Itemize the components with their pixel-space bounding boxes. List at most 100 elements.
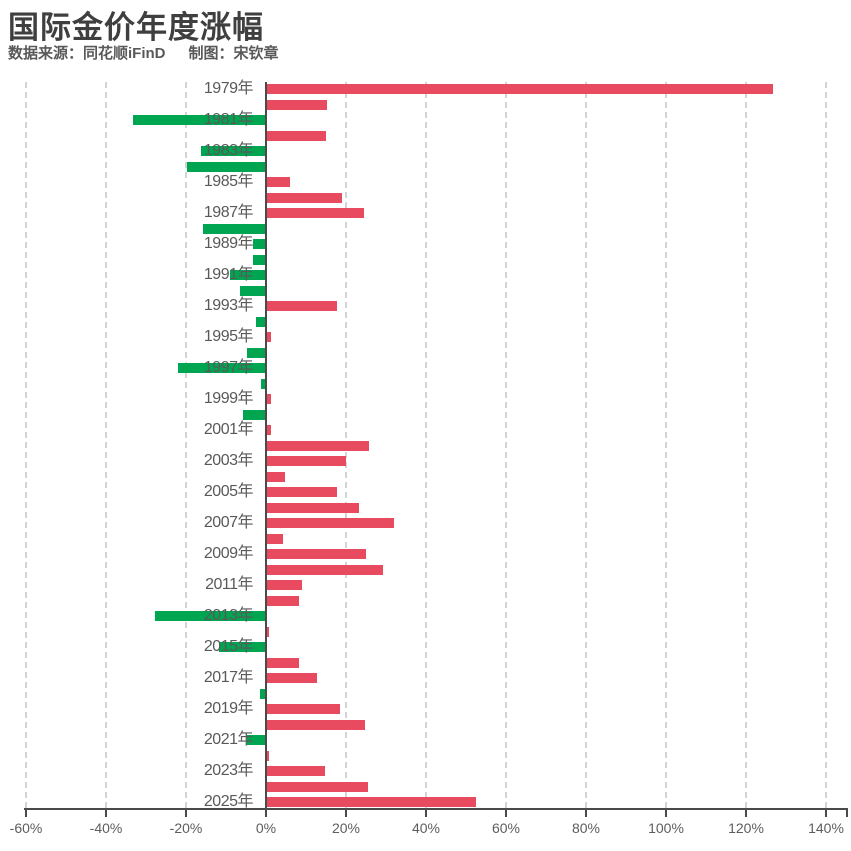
bar-2012 bbox=[267, 596, 299, 606]
bar-1979 bbox=[267, 84, 773, 94]
year-label-1999: 1999年 bbox=[203, 390, 254, 407]
bar-1981 bbox=[133, 115, 265, 125]
bar-2002 bbox=[267, 441, 369, 451]
year-label-2015: 2015年 bbox=[203, 638, 254, 655]
year-label-1995: 1995年 bbox=[203, 328, 254, 345]
bar-2004 bbox=[267, 472, 285, 482]
bar-2025 bbox=[267, 797, 476, 807]
year-label-2009: 2009年 bbox=[203, 545, 254, 562]
year-label-2019: 2019年 bbox=[203, 700, 254, 717]
bar-1994 bbox=[256, 317, 265, 327]
year-label-1983: 1983年 bbox=[203, 142, 254, 159]
year-label-1997: 1997年 bbox=[203, 359, 254, 376]
gridline--40 bbox=[105, 82, 107, 808]
bar-1992 bbox=[240, 286, 265, 296]
year-label-2005: 2005年 bbox=[203, 483, 254, 500]
x-tick-100 bbox=[665, 808, 667, 817]
year-label-2007: 2007年 bbox=[203, 514, 254, 531]
bar-1987 bbox=[267, 208, 364, 218]
x-tick-label-40: 40% bbox=[411, 820, 441, 836]
bar-1986 bbox=[267, 193, 342, 203]
bar-1982 bbox=[267, 131, 326, 141]
x-axis-end-tick bbox=[846, 808, 848, 817]
bar-2021 bbox=[247, 735, 265, 745]
bar-2000 bbox=[243, 410, 265, 420]
gridline-80 bbox=[585, 82, 587, 808]
zero-axis-line bbox=[265, 82, 267, 808]
bar-2006 bbox=[267, 503, 359, 513]
gridline--20 bbox=[185, 82, 187, 808]
year-label-2025: 2025年 bbox=[203, 793, 254, 810]
bar-1989 bbox=[253, 239, 265, 249]
bar-2022 bbox=[267, 751, 269, 761]
bar-2016 bbox=[267, 658, 299, 668]
x-tick-140 bbox=[825, 808, 827, 817]
bar-2010 bbox=[267, 565, 383, 575]
x-tick-120 bbox=[745, 808, 747, 817]
year-label-1985: 1985年 bbox=[203, 173, 254, 190]
bar-2015 bbox=[219, 642, 265, 652]
bar-1998 bbox=[261, 379, 265, 389]
bar-2005 bbox=[267, 487, 337, 497]
year-label-1993: 1993年 bbox=[203, 297, 254, 314]
page-title: 国际金价年度涨幅 bbox=[8, 10, 264, 45]
bar-1996 bbox=[247, 348, 265, 358]
x-axis-line bbox=[24, 808, 848, 810]
bar-1980 bbox=[267, 100, 327, 110]
year-label-2021: 2021年 bbox=[203, 731, 254, 748]
bar-1983 bbox=[201, 146, 265, 156]
bar-2001 bbox=[267, 425, 271, 435]
x-tick--40 bbox=[105, 808, 107, 817]
year-label-2023: 2023年 bbox=[203, 762, 254, 779]
year-label-2001: 2001年 bbox=[203, 421, 254, 438]
x-tick-label--60: -60% bbox=[9, 820, 43, 836]
x-tick-0 bbox=[265, 808, 267, 817]
bar-2023 bbox=[267, 766, 325, 776]
bar-2003 bbox=[267, 456, 346, 466]
gridline-60 bbox=[505, 82, 507, 808]
bar-1985 bbox=[267, 177, 290, 187]
x-tick-80 bbox=[585, 808, 587, 817]
year-label-1991: 1991年 bbox=[203, 266, 254, 283]
x-tick-60 bbox=[505, 808, 507, 817]
gridline--60 bbox=[25, 82, 27, 808]
bar-1984 bbox=[187, 162, 265, 172]
bar-1990 bbox=[253, 255, 265, 265]
gridline-100 bbox=[665, 82, 667, 808]
x-tick-40 bbox=[425, 808, 427, 817]
bar-2024 bbox=[267, 782, 368, 792]
x-tick-label-140: 140% bbox=[808, 820, 844, 836]
x-tick-label--20: -20% bbox=[169, 820, 203, 836]
year-label-1981: 1981年 bbox=[203, 111, 254, 128]
author-label: 制图：宋钦章 bbox=[188, 45, 279, 62]
bar-2007 bbox=[267, 518, 394, 528]
x-tick--20 bbox=[185, 808, 187, 817]
year-label-2011: 2011年 bbox=[205, 576, 253, 593]
bar-2014 bbox=[267, 627, 269, 637]
year-label-2017: 2017年 bbox=[203, 669, 254, 686]
bar-2011 bbox=[267, 580, 302, 590]
bar-1988 bbox=[203, 224, 265, 234]
bar-2018 bbox=[260, 689, 265, 699]
x-tick-label-80: 80% bbox=[571, 820, 601, 836]
x-tick-label-60: 60% bbox=[491, 820, 521, 836]
bar-1991 bbox=[230, 270, 265, 280]
x-tick-label-100: 100% bbox=[648, 820, 684, 836]
x-tick--60 bbox=[25, 808, 27, 817]
x-tick-label-20: 20% bbox=[331, 820, 361, 836]
chart-subtitle: 数据来源：同花顺iFinD 制图：宋钦章 bbox=[8, 42, 279, 63]
bar-2019 bbox=[267, 704, 340, 714]
year-label-1987: 1987年 bbox=[203, 204, 254, 221]
year-label-1979: 1979年 bbox=[203, 80, 254, 97]
bar-2013 bbox=[155, 611, 265, 621]
bar-1993 bbox=[267, 301, 337, 311]
year-label-2003: 2003年 bbox=[203, 452, 254, 469]
bar-1999 bbox=[267, 394, 271, 404]
data-source-label: 数据来源：同花顺iFinD bbox=[8, 45, 166, 62]
x-tick-label-0: 0% bbox=[255, 820, 277, 836]
gridline-120 bbox=[745, 82, 747, 808]
x-tick-label--40: -40% bbox=[89, 820, 123, 836]
x-tick-label-120: 120% bbox=[728, 820, 764, 836]
x-tick-20 bbox=[345, 808, 347, 817]
